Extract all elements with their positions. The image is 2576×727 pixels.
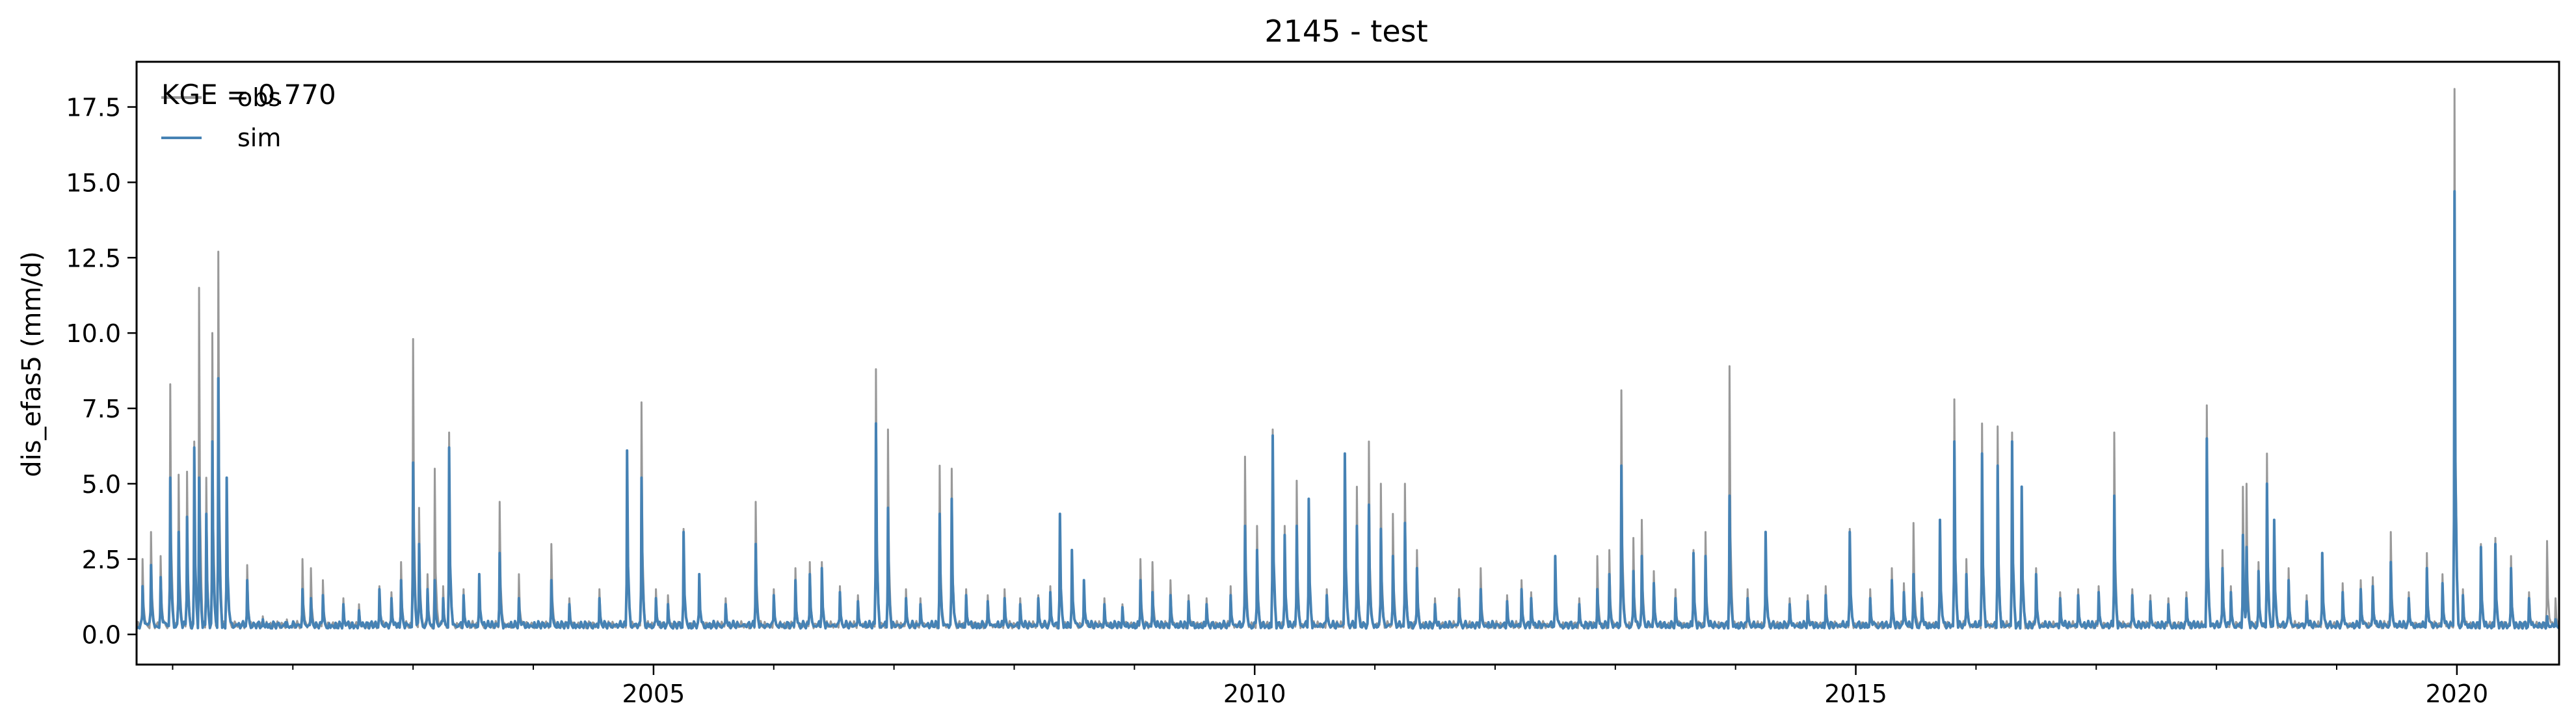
legend-obs-label: obs bbox=[237, 83, 281, 112]
chart-title: 2145 - test bbox=[1264, 14, 1427, 49]
axes-layer: 0.0 2.5 5.0 7.5 10.0 12.5 15.0 17.5 2005 2010 2015… bbox=[66, 94, 2488, 708]
x-tick-label: 2015 bbox=[1824, 680, 1887, 708]
kge-annotation: KGE = 0.770 bbox=[161, 79, 336, 111]
x-tick-label: 2020 bbox=[2426, 680, 2489, 708]
y-tick-label: 7.5 bbox=[82, 395, 121, 423]
legend: obs sim bbox=[161, 83, 281, 152]
plot-area: 0.0 2.5 5.0 7.5 10.0 12.5 15.0 17.5 2005 2010 2015… bbox=[66, 60, 2560, 708]
plot-frame bbox=[135, 60, 2560, 666]
y-tick-label: 2.5 bbox=[82, 546, 121, 574]
series-layer bbox=[135, 88, 2560, 630]
y-tick-label: 12.5 bbox=[66, 244, 121, 272]
y-tick-label: 17.5 bbox=[66, 94, 121, 122]
y-tick-label: 10.0 bbox=[66, 319, 121, 348]
y-axis-label: dis_efas5 (mm/d) bbox=[17, 251, 47, 477]
x-tick-label: 2005 bbox=[622, 680, 685, 708]
legend-sim-label: sim bbox=[237, 124, 281, 152]
x-tick-label: 2010 bbox=[1223, 680, 1286, 708]
y-tick-label: 5.0 bbox=[82, 470, 121, 499]
series-line-sim bbox=[135, 190, 2560, 630]
y-tick-label: 15.0 bbox=[66, 168, 121, 197]
y-tick-label: 0.0 bbox=[82, 621, 121, 650]
